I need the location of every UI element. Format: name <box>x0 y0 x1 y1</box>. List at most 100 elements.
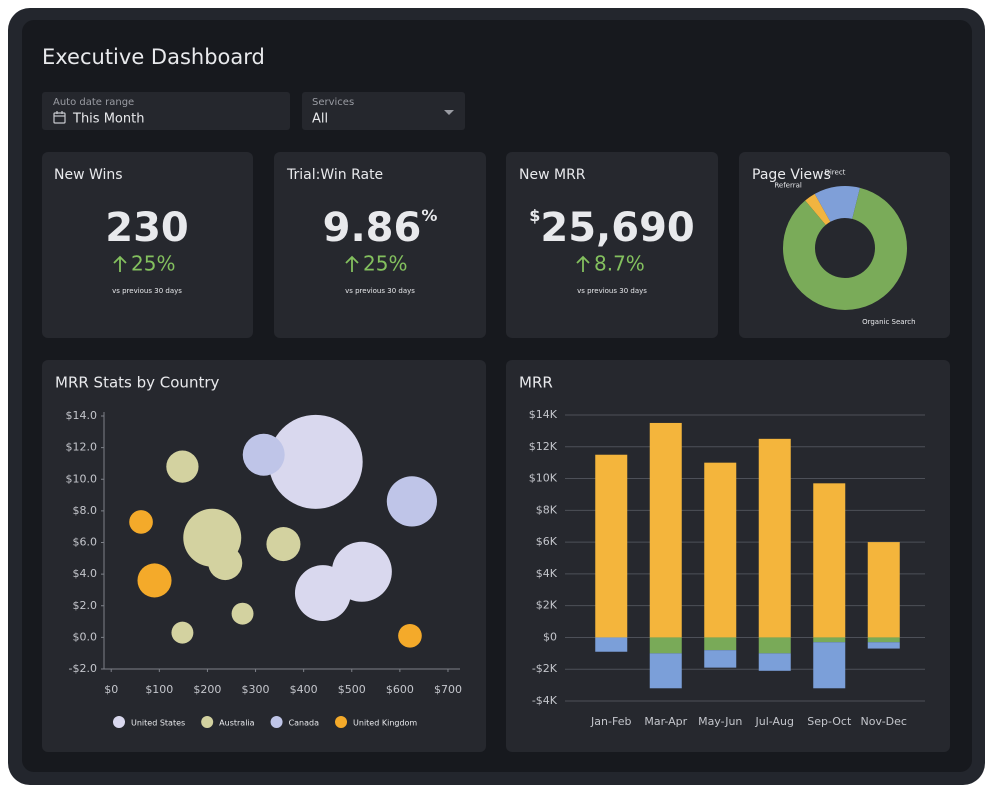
x-tick-label: Nov-Dec <box>861 715 907 728</box>
bar-segment <box>813 637 846 643</box>
calendar-icon <box>53 111 66 124</box>
filter-value: All <box>312 112 328 127</box>
x-tick-label: Mar-Apr <box>644 715 687 728</box>
donut-slice <box>783 187 907 310</box>
bubble <box>242 433 285 476</box>
kpi-card <box>506 152 718 338</box>
x-tick-label: $0 <box>104 683 118 696</box>
services-filter[interactable]: Services All <box>302 92 465 130</box>
donut-slice <box>814 186 860 222</box>
filter-value: This Month <box>72 112 144 127</box>
chart-card <box>739 152 950 338</box>
bar-segment <box>704 462 737 638</box>
x-tick-label: $300 <box>242 683 270 696</box>
y-tick-label: $14K <box>529 408 558 421</box>
kpi-value-group: $25,690 <box>529 205 695 251</box>
legend-label: Australia <box>219 719 254 728</box>
legend-marker <box>113 716 125 728</box>
kpi-card <box>274 152 486 338</box>
chart-title: MRR Stats by Country <box>55 374 219 392</box>
up-arrow-icon <box>345 255 359 272</box>
x-tick-label: $400 <box>290 683 318 696</box>
y-tick-label: $6.0 <box>73 536 98 549</box>
filter-box[interactable] <box>302 92 465 130</box>
bar-segment <box>649 653 682 689</box>
kpi-value: 9.86 <box>323 205 422 251</box>
filter-label: Auto date range <box>53 97 134 108</box>
bubble <box>398 623 422 648</box>
bar-segment <box>813 483 846 638</box>
bubble <box>166 450 199 483</box>
legend-marker <box>270 716 283 728</box>
slice-label: Direct <box>824 169 845 177</box>
bubble <box>171 621 194 644</box>
kpi-title: New Wins <box>54 167 123 183</box>
bubble <box>268 414 363 509</box>
bar-segment <box>595 454 628 638</box>
legend-label: United States <box>131 719 185 728</box>
legend-marker <box>335 716 348 728</box>
y-tick-label: $4K <box>536 567 558 580</box>
bar-segment <box>867 642 900 649</box>
kpi-prefix: $ <box>529 206 540 225</box>
y-tick-label: $0.0 <box>73 630 98 643</box>
filter-box[interactable] <box>42 92 290 130</box>
x-tick-label: Jan-Feb <box>590 715 631 728</box>
kpi-value-group: 230 <box>105 205 189 251</box>
bubble <box>386 476 437 527</box>
slice-label: Organic Search <box>862 318 916 326</box>
y-tick-label: $10.0 <box>66 472 98 485</box>
kpi-card <box>42 152 253 338</box>
legend-marker <box>201 716 214 728</box>
kpi-note: vs previous 30 days <box>345 287 415 295</box>
legend-label: Canada <box>289 719 320 728</box>
y-tick-label: $6K <box>536 535 558 548</box>
x-tick-label: $100 <box>145 683 173 696</box>
kpi-value: 25,690 <box>540 205 694 251</box>
x-tick-label: $700 <box>434 683 462 696</box>
bar-segment <box>595 637 628 652</box>
kpi-change: 25% <box>363 252 407 276</box>
bubble <box>266 527 301 562</box>
kpi-title: New MRR <box>519 167 586 183</box>
bar-segment <box>649 637 682 654</box>
bar-segment <box>867 637 900 643</box>
kpi-title: Trial:Win Rate <box>286 167 383 183</box>
x-tick-label: $200 <box>193 683 221 696</box>
y-tick-label: $2K <box>536 599 558 612</box>
filter-label: Services <box>312 97 354 108</box>
y-tick-label: -$4K <box>532 694 558 707</box>
y-tick-label: -$2K <box>532 662 558 675</box>
y-tick-label: $8.0 <box>73 504 98 517</box>
kpi-change: 25% <box>131 252 175 276</box>
bar-segment <box>813 642 846 689</box>
y-tick-label: $10K <box>529 472 558 485</box>
kpi-unit: % <box>421 206 437 225</box>
kpi-value-group: 9.86% <box>323 205 438 251</box>
x-tick-label: Jul-Aug <box>755 715 794 728</box>
bar-segment <box>704 637 737 651</box>
y-tick-label: $2.0 <box>73 599 98 612</box>
y-tick-label: -$2.0 <box>69 662 97 675</box>
donut-slice <box>805 193 831 226</box>
y-tick-label: $8K <box>536 503 558 516</box>
x-tick-label: $600 <box>386 683 414 696</box>
legend-label: United Kingdom <box>353 719 417 728</box>
dropdown-caret[interactable] <box>444 110 454 115</box>
chart-title: MRR <box>519 374 553 392</box>
x-tick-label: $500 <box>338 683 366 696</box>
y-tick-label: $4.0 <box>73 567 98 580</box>
bubble <box>129 510 153 534</box>
y-tick-label: $14.0 <box>66 409 98 422</box>
bar-segment <box>758 653 791 671</box>
slice-label: Referral <box>774 181 802 189</box>
kpi-note: vs previous 30 days <box>577 287 647 295</box>
bar-segment <box>758 637 791 654</box>
dashboard-title: Executive Dashboard <box>42 45 265 69</box>
up-arrow-icon <box>113 255 127 272</box>
bar-segment <box>704 650 737 668</box>
bubble <box>231 602 254 625</box>
date-filter[interactable]: Auto date range This Month <box>42 92 290 130</box>
